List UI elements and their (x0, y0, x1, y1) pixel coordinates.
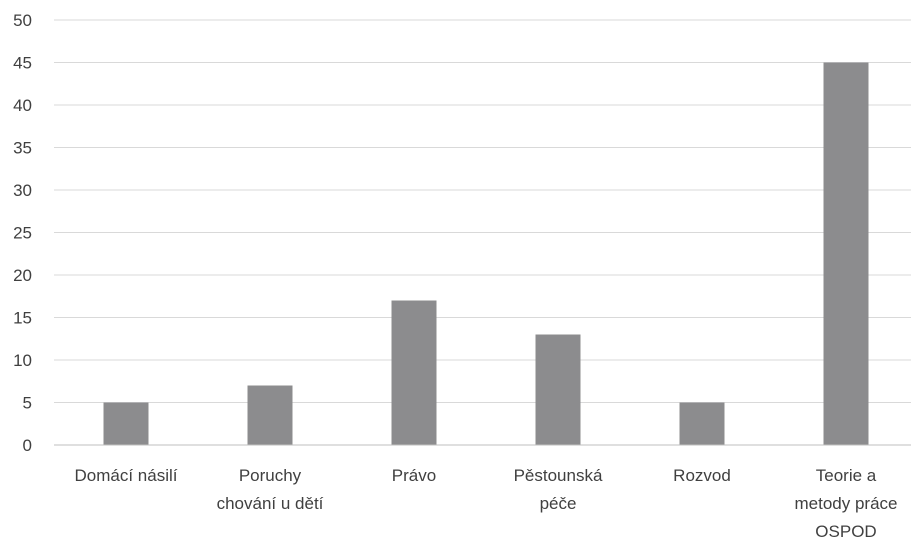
y-tick-label: 5 (23, 394, 32, 413)
y-tick-label: 30 (13, 181, 32, 200)
x-category-label: Pěstounská péče (514, 466, 603, 513)
y-tick-label: 45 (13, 54, 32, 73)
y-tick-label: 40 (13, 96, 32, 115)
x-category-label: Poruchy chování u dětí (217, 466, 324, 513)
x-category-label-line: metody práce (795, 494, 898, 513)
y-tick-label: 50 (13, 11, 32, 30)
x-axis-category-labels: Domácí násilí Poruchy chování u dětí Právo P… (75, 466, 898, 541)
gridlines (54, 19, 911, 403)
x-category-label: Rozvod (673, 466, 731, 485)
bar-5 (823, 62, 869, 445)
bar-3 (535, 334, 581, 445)
x-category-label: Právo (392, 466, 436, 485)
y-tick-label: 15 (13, 309, 32, 328)
bar-4 (679, 402, 725, 445)
x-category-label-line: OSPOD (815, 522, 876, 541)
bar-0 (103, 402, 149, 445)
y-tick-label: 20 (13, 266, 32, 285)
bar-1 (247, 385, 293, 445)
x-category-label-line: Teorie a (816, 466, 877, 485)
bars (103, 62, 869, 445)
bar-2 (391, 300, 437, 445)
x-category-label-line: Rozvod (673, 466, 731, 485)
y-tick-label: 25 (13, 224, 32, 243)
y-tick-label: 35 (13, 139, 32, 158)
x-category-label-line: chování u dětí (217, 494, 324, 513)
x-category-label: Domácí násilí (75, 466, 178, 485)
x-category-label-line: Právo (392, 466, 436, 485)
y-tick-label: 10 (13, 351, 32, 370)
x-category-label: Teorie a metody práce OSPOD (795, 466, 898, 541)
x-category-label-line: Poruchy (239, 466, 302, 485)
x-category-label-line: Pěstounská (514, 466, 603, 485)
x-category-label-line: péče (540, 494, 577, 513)
y-axis-tick-labels: 0 5 10 15 20 25 30 35 40 45 50 (13, 11, 32, 455)
y-tick-label: 0 (23, 436, 32, 455)
x-category-label-line: Domácí násilí (75, 466, 178, 485)
